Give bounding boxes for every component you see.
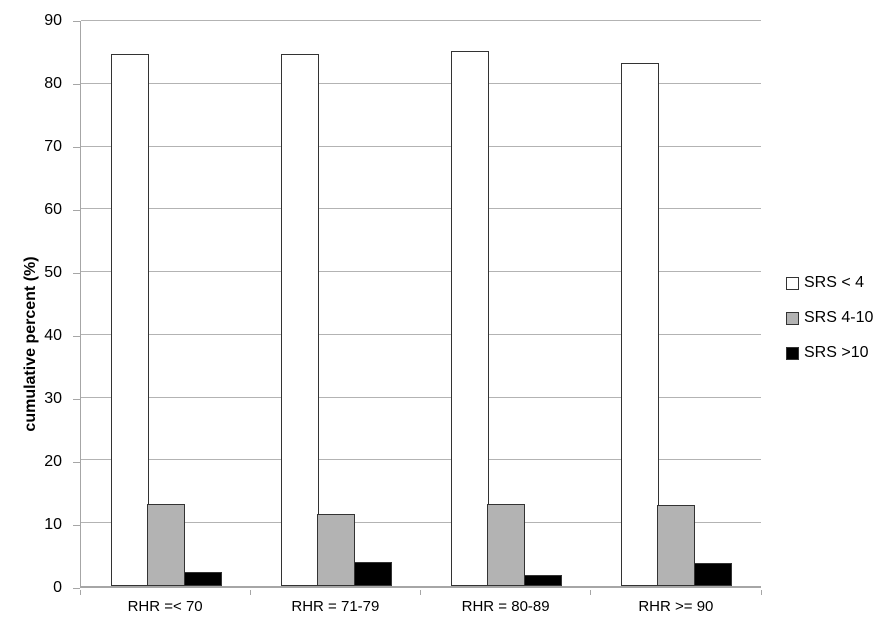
- legend-label-srs-4-10: SRS 4-10: [804, 309, 874, 326]
- gridline-10: [81, 522, 761, 524]
- x-tick-label-rhr-71-79: RHR = 71-79: [291, 598, 380, 615]
- x-tick-mark-2: [420, 590, 421, 595]
- y-tick-mark-70: [73, 146, 80, 148]
- bar-group-rhr-80-89: [421, 21, 591, 586]
- legend-item-srs-10: SRS >10: [786, 343, 873, 363]
- y-tick-label-40: 40: [44, 327, 62, 345]
- y-tick-label-10: 10: [44, 516, 62, 534]
- y-tick-label-80: 80: [44, 75, 62, 93]
- bar-srs-4-rhr-90: [620, 63, 659, 586]
- legend-label-srs-4: SRS < 4: [804, 274, 865, 291]
- x-axis: RHR =< 70 RHR = 71-79 RHR = 80-89 RHR >= 90: [79, 590, 762, 622]
- gridline-60: [81, 208, 761, 210]
- legend-item-srs-4: SRS < 4: [786, 273, 873, 293]
- x-tick-label-rhr-80-89: RHR = 80-89: [461, 598, 550, 615]
- y-tick-mark-10: [73, 524, 80, 526]
- gridline-40: [81, 333, 761, 335]
- legend-item-srs-4-10: SRS 4-10: [786, 308, 873, 328]
- y-tick-mark-0: [73, 587, 80, 589]
- bar-srs-10-rhr-80-89: [523, 574, 562, 586]
- gridline-70: [81, 145, 761, 147]
- bar-srs-4-rhr-71-79: [280, 53, 319, 586]
- legend-swatch-srs-4-10: [786, 311, 799, 325]
- bars-container: [81, 21, 761, 586]
- y-tick-mark-60: [73, 209, 80, 211]
- y-tick-mark-80: [73, 83, 80, 85]
- bar-srs-10-rhr-70: [183, 572, 222, 586]
- gridline-20: [81, 459, 761, 461]
- y-tick-label-50: 50: [44, 264, 62, 281]
- bar-srs-4-10-rhr-70: [147, 503, 185, 586]
- y-tick-mark-20: [73, 461, 80, 463]
- x-tick-label-rhr-90: RHR >= 90: [638, 598, 714, 615]
- y-tick-label-30: 30: [44, 390, 62, 408]
- gridlines: [81, 20, 761, 586]
- bar-srs-4-10-rhr-80-89: [487, 504, 525, 586]
- bar-srs-10-rhr-71-79: [353, 562, 392, 586]
- x-tick-mark-3: [590, 590, 592, 595]
- gridline-50: [81, 271, 761, 273]
- y-tick-mark-30: [73, 398, 80, 400]
- y-tick-mark-50: [73, 272, 80, 274]
- y-tick-label-90: 90: [44, 12, 62, 29]
- bar-srs-4-10-rhr-90: [657, 505, 695, 586]
- y-tick-label-60: 60: [44, 201, 62, 219]
- y-tick-mark-40: [73, 335, 80, 337]
- bar-group-rhr-90: [591, 21, 761, 586]
- legend-swatch-srs-10: [786, 346, 799, 360]
- x-tick-mark-4: [760, 590, 762, 595]
- bar-group-rhr-71-79: [251, 21, 421, 586]
- legend: SRS < 4 SRS 4-10 SRS >10: [786, 273, 873, 378]
- x-tick-mark-0: [79, 590, 81, 595]
- gridline-80: [81, 82, 761, 84]
- legend-label-srs-10: SRS >10: [804, 344, 869, 361]
- bar-srs-10-rhr-90: [693, 563, 732, 586]
- y-tick-label-70: 70: [44, 138, 62, 155]
- y-axis: 0 10 20 30 40 50 60 70 80 90: [0, 12, 80, 596]
- y-tick-label-0: 0: [53, 579, 62, 596]
- legend-swatch-srs-4: [786, 276, 799, 290]
- bar-srs-4-10-rhr-71-79: [317, 513, 355, 586]
- y-tick-label-20: 20: [44, 453, 62, 471]
- plot-area: [80, 20, 761, 588]
- bar-srs-4-rhr-80-89: [450, 51, 489, 586]
- bar-srs-4-rhr-70: [110, 53, 149, 586]
- bar-group-rhr-70: [81, 21, 251, 586]
- x-tick-label-rhr-70: RHR =< 70: [127, 598, 203, 615]
- gridline-90: [81, 20, 761, 21]
- y-tick-mark-90: [73, 20, 80, 22]
- gridline-30: [81, 396, 761, 398]
- x-tick-mark-1: [249, 590, 251, 595]
